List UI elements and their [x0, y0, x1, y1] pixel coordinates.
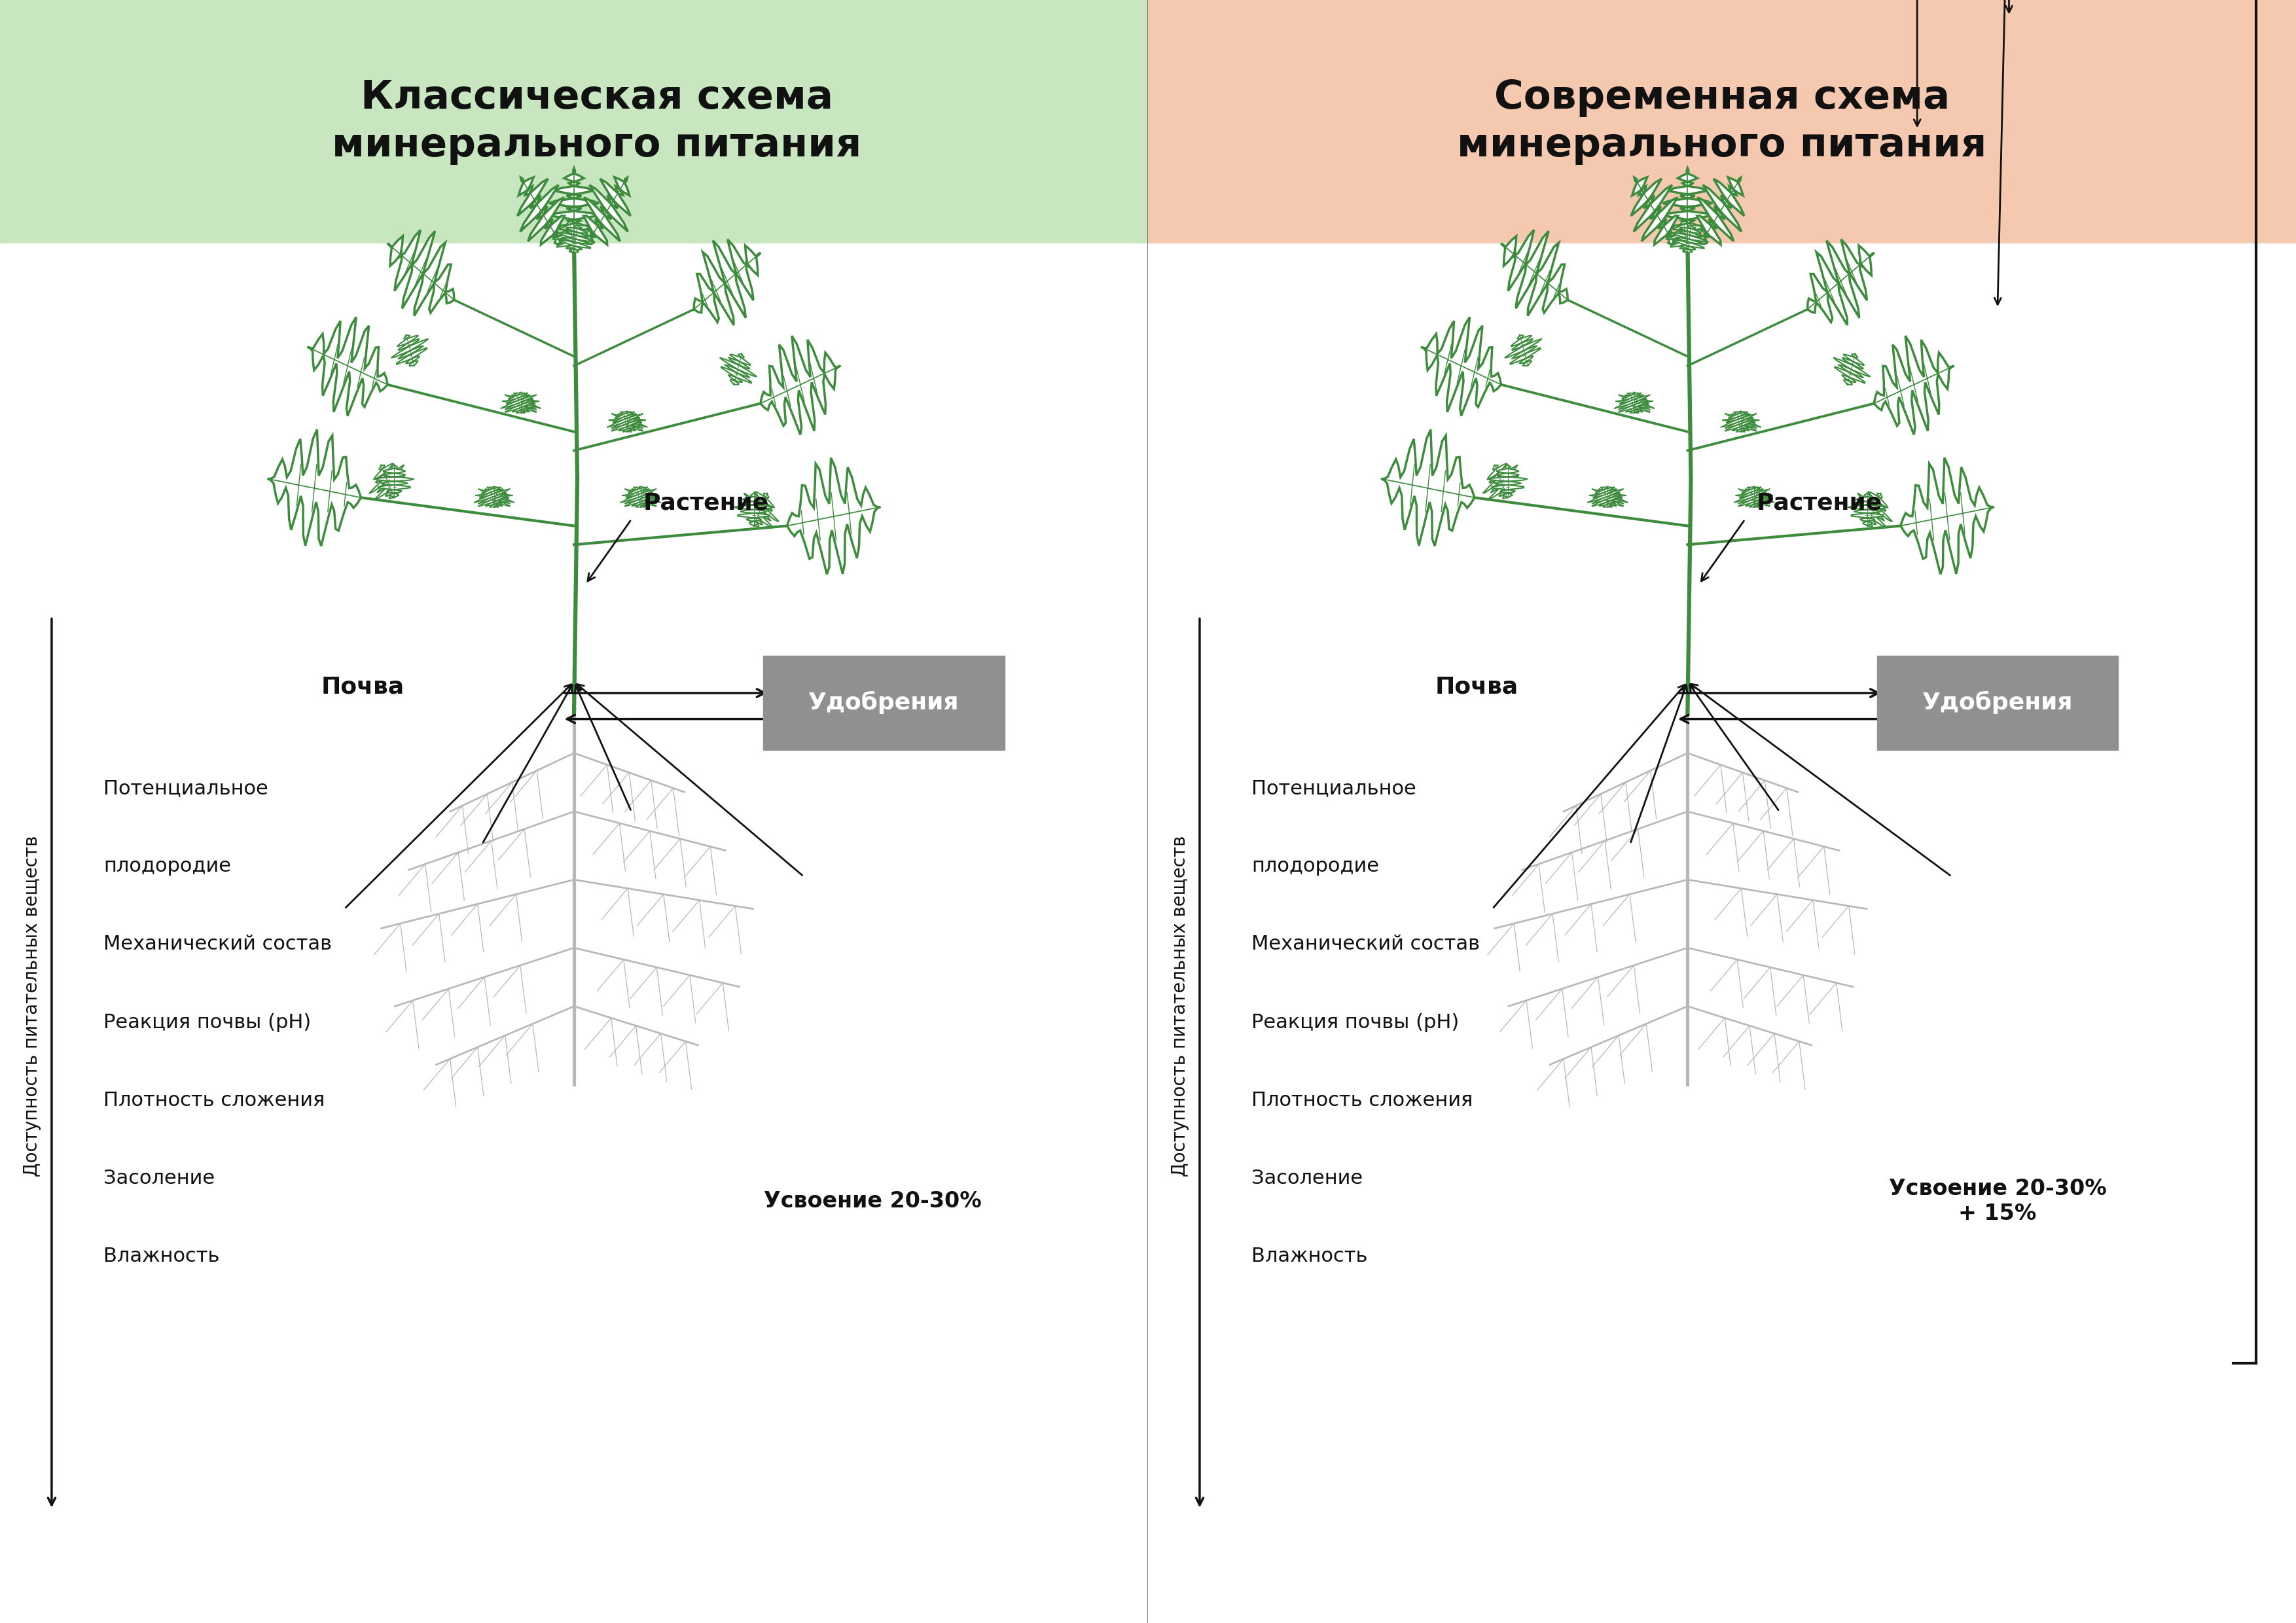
- Text: Современная схема
минерального питания: Современная схема минерального питания: [1458, 78, 1986, 166]
- Text: Механический состав: Механический состав: [1251, 935, 1481, 954]
- Polygon shape: [1614, 393, 1651, 412]
- Polygon shape: [1874, 336, 1954, 435]
- Polygon shape: [503, 393, 540, 412]
- Bar: [0, 0, 1148, 243]
- Polygon shape: [760, 336, 840, 435]
- Polygon shape: [1589, 487, 1626, 506]
- Polygon shape: [1483, 464, 1518, 500]
- Polygon shape: [558, 226, 595, 253]
- Polygon shape: [735, 493, 774, 526]
- Text: Потенциальное: Потенциальное: [103, 779, 269, 799]
- Polygon shape: [549, 169, 599, 243]
- FancyBboxPatch shape: [1878, 656, 2119, 750]
- Text: Почва: Почва: [321, 675, 404, 698]
- Text: плодородие: плодородие: [103, 857, 232, 876]
- Polygon shape: [478, 487, 514, 506]
- Polygon shape: [1591, 487, 1628, 506]
- Polygon shape: [308, 316, 388, 415]
- Polygon shape: [1504, 334, 1543, 365]
- Polygon shape: [693, 239, 760, 325]
- Polygon shape: [583, 177, 631, 245]
- Polygon shape: [505, 393, 542, 412]
- Text: Удобрения: Удобрения: [808, 691, 960, 714]
- Polygon shape: [390, 334, 429, 365]
- Polygon shape: [1671, 226, 1708, 253]
- Polygon shape: [1502, 230, 1568, 316]
- Text: Растение: Растение: [1756, 492, 1883, 514]
- Polygon shape: [1421, 316, 1502, 415]
- Polygon shape: [1733, 487, 1770, 506]
- Text: Механический состав: Механический состав: [103, 935, 333, 954]
- Polygon shape: [606, 412, 643, 432]
- Text: Реакция почвы (рН): Реакция почвы (рН): [1251, 1013, 1458, 1032]
- Text: Классическая схема
минерального питания: Классическая схема минерального питания: [333, 78, 861, 166]
- Polygon shape: [1616, 393, 1653, 412]
- Polygon shape: [1382, 430, 1474, 545]
- Polygon shape: [1722, 411, 1759, 432]
- Polygon shape: [1667, 221, 1704, 253]
- Polygon shape: [625, 487, 661, 506]
- Text: Доступность питательных веществ: Доступность питательных веществ: [23, 836, 41, 1177]
- Polygon shape: [1720, 412, 1756, 432]
- Text: Плотность сложения: Плотность сложения: [1251, 1091, 1472, 1110]
- Polygon shape: [1697, 177, 1745, 245]
- Text: Потенциальное: Потенциальное: [1251, 779, 1417, 799]
- Polygon shape: [475, 487, 512, 506]
- Polygon shape: [744, 492, 778, 527]
- Text: Удобрения: Удобрения: [1922, 691, 2073, 714]
- Text: Растение: Растение: [643, 492, 769, 514]
- Text: Засоление: Засоление: [103, 1169, 214, 1188]
- Text: Засоление: Засоление: [1251, 1169, 1362, 1188]
- Polygon shape: [622, 487, 659, 506]
- Polygon shape: [1832, 354, 1871, 385]
- Polygon shape: [374, 464, 413, 498]
- Polygon shape: [1738, 487, 1775, 506]
- Text: Доступность питательных веществ: Доступность питательных веществ: [1171, 836, 1189, 1177]
- Text: Влажность: Влажность: [1251, 1246, 1368, 1266]
- Polygon shape: [553, 221, 590, 253]
- Polygon shape: [1630, 177, 1678, 245]
- Bar: [1148, 243, 2296, 1623]
- Text: Реакция почвы (рН): Реакция почвы (рН): [103, 1013, 310, 1032]
- Polygon shape: [1901, 458, 1993, 575]
- Polygon shape: [1724, 412, 1761, 432]
- Text: Почва: Почва: [1435, 675, 1518, 698]
- Polygon shape: [388, 230, 455, 316]
- Polygon shape: [473, 487, 510, 506]
- Text: плодородие: плодородие: [1251, 857, 1380, 876]
- Polygon shape: [611, 412, 647, 432]
- Polygon shape: [1662, 169, 1713, 243]
- Text: Плотность сложения: Плотность сложения: [103, 1091, 324, 1110]
- Polygon shape: [269, 430, 360, 545]
- Polygon shape: [370, 464, 404, 500]
- Polygon shape: [1587, 487, 1623, 506]
- Polygon shape: [1848, 493, 1887, 526]
- Polygon shape: [1619, 393, 1655, 412]
- Polygon shape: [1807, 239, 1874, 325]
- Polygon shape: [1857, 492, 1892, 527]
- Text: Усвоение 20-30%: Усвоение 20-30%: [765, 1190, 980, 1212]
- Polygon shape: [620, 487, 657, 506]
- Polygon shape: [501, 393, 537, 412]
- Polygon shape: [517, 177, 565, 245]
- Polygon shape: [1488, 464, 1527, 498]
- Polygon shape: [608, 411, 645, 432]
- Polygon shape: [719, 354, 758, 385]
- FancyBboxPatch shape: [762, 656, 1006, 750]
- Polygon shape: [1736, 487, 1773, 506]
- Text: Влажность: Влажность: [103, 1246, 220, 1266]
- Bar: [0, 243, 1148, 1623]
- Text: Усвоение 20-30%
+ 15%: Усвоение 20-30% + 15%: [1890, 1178, 2105, 1224]
- Polygon shape: [788, 458, 879, 575]
- Bar: [1148, 0, 2296, 243]
